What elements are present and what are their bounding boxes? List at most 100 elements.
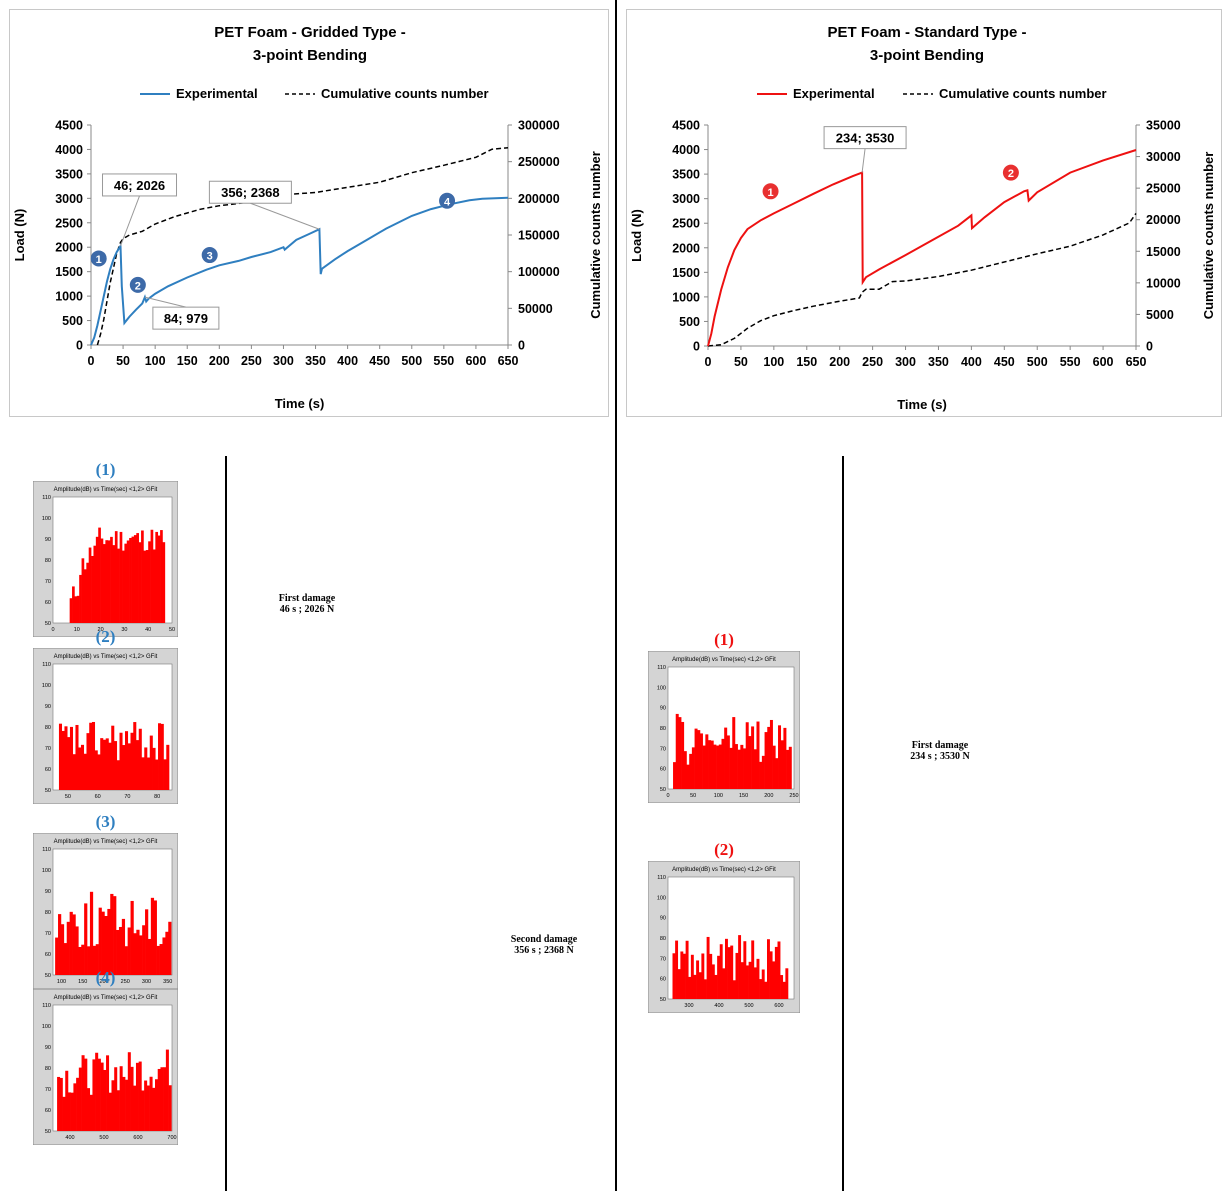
chart-title: PET Foam - Standard Type -	[828, 24, 1027, 41]
hist-bar	[101, 911, 105, 975]
y2-tick-label: 20000	[1146, 213, 1181, 227]
hist-bar	[693, 974, 697, 999]
hist-bar	[100, 538, 104, 623]
x-tick-label: 200	[209, 354, 230, 368]
hist-x-tick-label: 70	[124, 794, 130, 800]
hist-bar	[708, 740, 712, 789]
hist-bar	[155, 759, 159, 790]
hist-bar	[157, 535, 161, 623]
hist-bar	[689, 753, 693, 789]
hist-bar	[127, 743, 131, 790]
series-experimental-line	[90, 196, 509, 346]
y-tick-label: 3500	[672, 168, 700, 182]
hist-bar	[110, 536, 113, 623]
hist-bar	[696, 960, 700, 999]
hist-bar	[130, 900, 134, 975]
x-axis-label: Time (s)	[275, 396, 325, 411]
hist-stage-label: (1)	[714, 630, 734, 649]
y-tick-label: 3000	[55, 192, 83, 206]
hist-bar	[59, 1077, 63, 1131]
hist-bar	[95, 944, 99, 975]
hist-bar	[751, 726, 755, 789]
hist-bar	[743, 748, 747, 789]
hist-bar	[114, 1067, 118, 1131]
hist-bar	[772, 961, 776, 999]
hist-x-tick-label: 80	[154, 794, 160, 800]
hist-y-tick-label: 80	[45, 910, 51, 916]
gridded-hist-4: (4) Amplitude(dB) vs Time(sec) <1,2> GFit…	[33, 968, 178, 1146]
hist-y-tick-label: 90	[45, 1045, 51, 1051]
hist-bar	[79, 574, 82, 623]
hist-bar	[117, 548, 120, 623]
hist-y-tick-label: 80	[45, 1066, 51, 1072]
hist-bar	[135, 1062, 139, 1131]
hist-bar	[69, 726, 74, 790]
legend-cumulative-label: Cumulative counts number	[321, 86, 489, 101]
hist-bar	[97, 1058, 101, 1131]
hist-bar	[702, 745, 706, 789]
stage-marker-circle	[1002, 164, 1019, 181]
hist-y-tick-label: 50	[45, 1129, 51, 1135]
hist-bar	[761, 755, 765, 789]
hist-bar	[716, 745, 720, 789]
stage-marker-label: 3	[207, 251, 213, 263]
hist-x-tick-label: 500	[99, 1135, 108, 1141]
hist-bar	[730, 945, 734, 999]
gridded-second-damage-title: Second damage	[510, 934, 578, 945]
hist-bar	[119, 732, 123, 790]
hist-bar	[152, 747, 156, 790]
center-divider	[615, 0, 617, 1191]
hist-title: Amplitude(dB) vs Time(sec) <1,2> GFit	[54, 487, 158, 493]
callout-leader	[120, 195, 140, 247]
left-divider	[225, 456, 227, 1191]
hist-bar	[152, 549, 156, 623]
hist-bar	[150, 897, 155, 975]
hist-bar	[72, 754, 76, 790]
gridded-photo-1	[237, 456, 607, 556]
hist-bar	[764, 981, 768, 999]
hist-bar	[783, 727, 787, 789]
x-tick-label: 650	[498, 354, 519, 368]
hist-bar	[76, 1077, 80, 1131]
hist-bar	[75, 724, 79, 790]
callout-box	[152, 306, 220, 330]
gridded-photo-2	[237, 628, 607, 723]
x-tick-label: 450	[369, 354, 390, 368]
hist-bar	[93, 545, 97, 623]
hist-y-tick-label: 100	[657, 685, 666, 691]
hist-bar	[753, 967, 757, 999]
hist-bar	[105, 738, 109, 790]
legend-experimental-label: Experimental	[793, 86, 875, 101]
hist-bar	[683, 751, 687, 789]
hist-bar	[108, 742, 112, 790]
hist-bar	[138, 542, 142, 623]
hist-y-tick-label: 80	[45, 725, 51, 731]
hist-bar	[786, 749, 790, 789]
hist-bar	[94, 750, 98, 790]
hist-bar	[127, 927, 131, 975]
callout-label: 356; 2368	[221, 185, 280, 200]
hist-bar	[782, 981, 786, 999]
callout-box	[823, 126, 907, 150]
stage-marker-circle	[129, 276, 146, 293]
hist-x-tick-label: 0	[666, 793, 669, 799]
hist-bar	[112, 545, 116, 623]
hist-bar	[772, 745, 776, 789]
hist-bar	[124, 946, 128, 975]
hist-y-tick-label: 50	[660, 787, 666, 793]
stage-marker-label: 1	[767, 187, 773, 199]
hist-plot: Amplitude(dB) vs Time(sec) <1,2> GFit 50 6…	[648, 861, 800, 1013]
hist-bar	[785, 968, 789, 999]
hist-bar	[100, 1062, 104, 1131]
hist-bar	[699, 733, 703, 789]
hist-bar	[777, 941, 781, 999]
hist-bar	[86, 733, 90, 790]
stage-marker-label: 2	[1008, 168, 1014, 180]
hist-title: Amplitude(dB) vs Time(sec) <1,2> GFit	[54, 839, 158, 845]
hist-bar	[162, 542, 166, 623]
hist-bar	[91, 721, 96, 790]
x-tick-label: 450	[994, 355, 1015, 369]
hist-bar	[774, 946, 778, 999]
y-tick-label: 1500	[672, 266, 700, 280]
hist-bar	[168, 921, 172, 975]
